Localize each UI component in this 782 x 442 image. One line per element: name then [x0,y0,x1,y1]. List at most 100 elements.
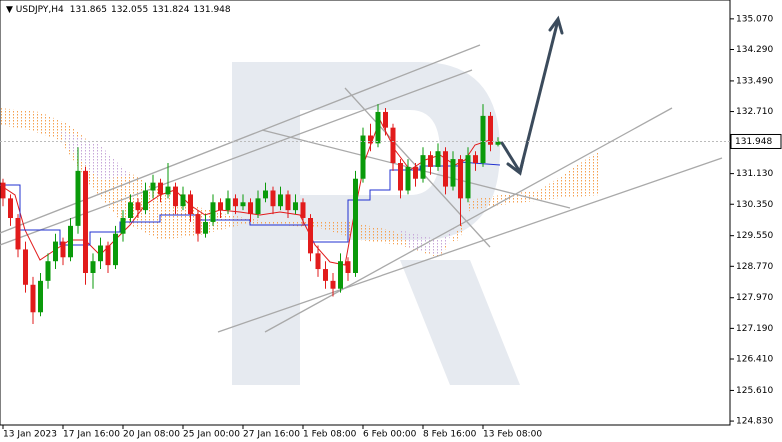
candle-body [45,261,51,281]
candle-body [68,225,73,258]
candle-body [15,217,21,250]
y-tick-label: 132.710 [736,107,773,117]
candle-body [195,214,201,234]
x-tick-label: 17 Jan 16:00 [63,430,120,440]
candle-body [263,190,268,199]
candle-body [375,111,381,144]
y-tick-label: 135.070 [736,14,773,24]
header-open: 131.865 [70,5,107,15]
x-tick-label: 20 Jan 08:00 [123,430,180,440]
y-tick-label: 133.490 [736,76,773,86]
header-high: 132.055 [111,5,148,15]
candle-body [165,186,171,195]
y-tick-label: 129.550 [736,231,773,241]
candle-body [90,261,96,273]
candle-body [210,202,216,222]
y-tick-label: 130.350 [736,200,773,210]
candle-body [180,194,186,207]
last-price-box [730,133,782,149]
candle-body [248,202,253,215]
header-close: 131.948 [193,5,230,15]
candle-body [120,217,126,234]
header-low: 131.824 [152,5,189,15]
x-tick-label: 8 Feb 16:00 [423,430,477,440]
candle-body [398,163,403,191]
candle-body [128,202,133,218]
last-price-label: 131.948 [735,137,772,147]
candle-body [278,194,283,207]
candle-body [53,241,58,262]
candle-body [338,261,343,289]
x-tick-label: 6 Feb 00:00 [363,430,417,440]
candle-body [368,135,373,144]
candle-body [23,249,28,285]
y-tick-label: 134.290 [736,45,773,55]
candle-body [98,245,103,262]
candle-body [345,261,351,273]
candle-body [405,166,411,191]
y-tick-label: 124.830 [736,417,773,427]
candle-body [300,202,306,218]
candle-body [188,194,193,215]
y-tick-label: 127.970 [736,293,773,303]
candle-body [443,151,448,187]
candle-body [435,151,441,167]
candle-body [420,155,426,179]
candle-body [233,198,238,207]
candle-body [465,155,471,199]
candle-body [495,141,501,145]
x-tick-label: 1 Feb 08:00 [303,430,357,440]
candle-body [458,159,463,199]
candle-body [450,159,456,187]
candle-body [75,170,81,226]
y-tick-label: 126.410 [736,355,773,365]
candle-body [285,194,291,211]
candle-body [225,198,231,211]
x-tick-label: 25 Jan 00:00 [183,430,240,440]
candle-body [330,280,336,289]
x-tick-label: 27 Jan 16:00 [243,430,300,440]
candle-body [143,190,148,211]
candle-body [30,284,36,313]
header-marker: ▼ [6,5,16,15]
candle-body [270,190,276,207]
candle-body [135,202,141,211]
candle-body [83,170,88,273]
candle-body [105,245,111,266]
candle-body [150,182,156,191]
candle-body [173,186,178,207]
candle-body [218,202,223,211]
candle-body [315,253,321,270]
candle-body [255,198,261,215]
candle-body [488,115,493,145]
chart-header: ▼ USDJPY,H4 131.865 132.055 131.824 131.948 [6,5,231,15]
candle-body [413,166,418,179]
y-tick-label: 127.190 [736,324,773,334]
candle-body [203,221,208,234]
candle-body [390,127,396,164]
candle-body [158,182,163,195]
x-tick-label: 13 Jan 2023 [3,430,57,440]
candle-body [308,217,313,254]
candle-body [353,178,358,273]
candle-body [38,280,43,313]
candle-body [473,155,478,164]
ichimoku-cloud [0,108,600,258]
candle-body [293,202,298,211]
candle-body [480,115,486,164]
candle-body [428,155,433,167]
y-tick-label: 131.130 [736,169,773,179]
candle-body [60,241,66,258]
candle-body [323,269,328,281]
candles [0,104,501,325]
y-tick-label: 128.770 [736,262,773,272]
chart-title: USDJPY,H4 [16,5,64,15]
x-tick-label: 13 Feb 08:00 [483,430,542,440]
forecast-arrow [500,15,564,176]
candle-body [383,111,388,128]
candle-body [0,182,6,199]
y-tick-label: 125.610 [736,386,773,396]
candle-body [240,202,246,207]
kijun-line [0,161,501,246]
